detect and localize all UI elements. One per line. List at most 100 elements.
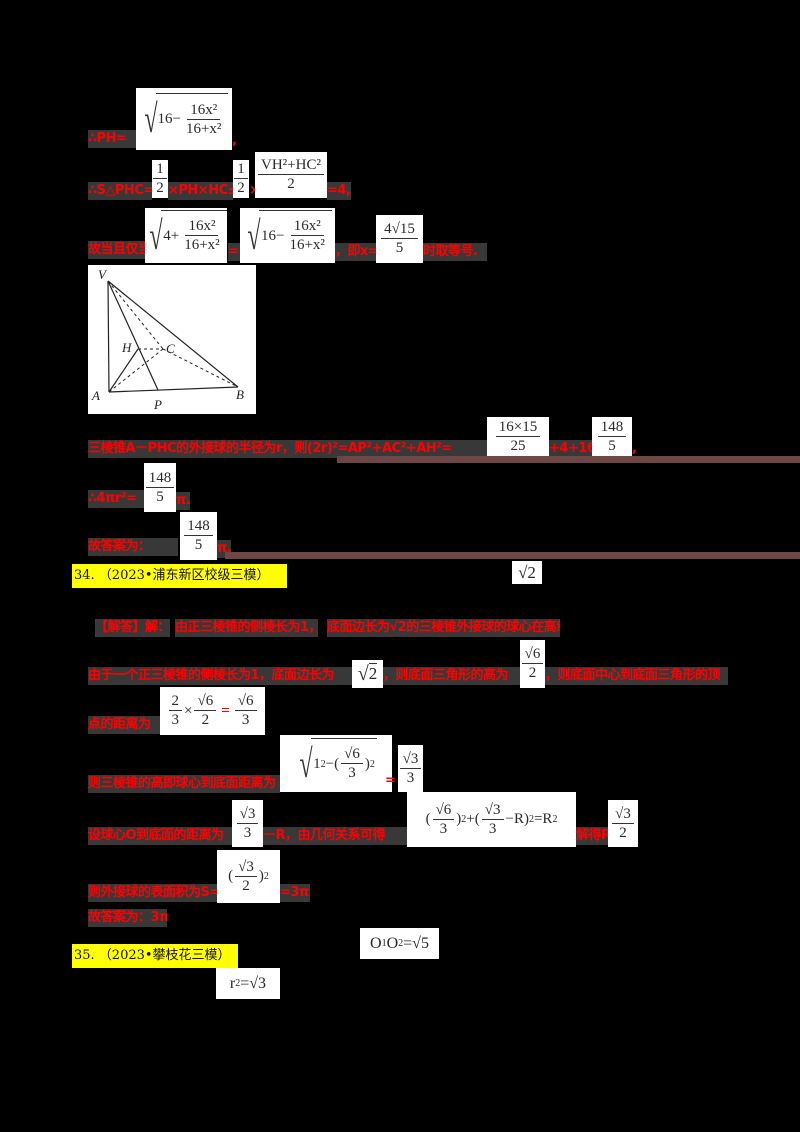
radius-mid-text: +4+16= bbox=[549, 440, 592, 458]
vertex-label-p: P bbox=[153, 397, 162, 412]
formula-term: 1 bbox=[313, 755, 321, 772]
highlight-strip bbox=[337, 456, 800, 463]
plus-sign: + bbox=[466, 811, 475, 827]
tetrahedron-figure: V H C A P B bbox=[88, 265, 256, 414]
denominator: 3 bbox=[406, 769, 415, 786]
numerator: 1 bbox=[234, 161, 248, 179]
subscript: 1 bbox=[381, 938, 387, 949]
numerator: 2 bbox=[168, 693, 182, 711]
denominator: 3 bbox=[243, 824, 252, 841]
surface-area-result: =3π. bbox=[280, 884, 310, 902]
area-times: × bbox=[249, 183, 256, 198]
formula-term: 4+ bbox=[163, 227, 180, 244]
formula-answer-148-over-5: 148 5 bbox=[180, 512, 217, 560]
ph-comma: , bbox=[232, 133, 237, 148]
geometry-relation-text: －R，由几何关系可得 bbox=[263, 827, 407, 845]
exponent: 2 bbox=[369, 758, 375, 770]
formula-vh-hc: VH²+HC² 2 bbox=[255, 152, 327, 198]
formula-base-height: √6 2 bbox=[520, 640, 545, 688]
question-35-header: 35. （2023•攀枝花三模） bbox=[72, 944, 238, 968]
formula-term: −R bbox=[505, 811, 524, 827]
numerator: √3 bbox=[481, 802, 504, 820]
equal-condition-label: 故当且仅当 bbox=[88, 241, 145, 259]
formula-term: √2 bbox=[518, 562, 536, 582]
radius-comma: , bbox=[632, 441, 637, 456]
subscript: 2 bbox=[398, 938, 404, 949]
formula-sqrt3-over-3: √3 3 bbox=[232, 800, 263, 847]
solution-34-intro-1: 由正三棱锥的侧棱长为1， bbox=[175, 619, 318, 637]
denominator: 5 bbox=[395, 240, 404, 256]
formula-term: 16− bbox=[157, 111, 181, 127]
sqrt-icon: √ bbox=[143, 96, 158, 141]
numerator: 148 bbox=[184, 518, 213, 536]
exponent: 2 bbox=[263, 871, 269, 882]
area-label: ∴S△PHC= bbox=[88, 182, 152, 200]
exponent: 2 bbox=[552, 814, 558, 825]
question-34-header: 34. （2023•浦东新区校级三模） bbox=[72, 564, 287, 588]
formula-sqrt-16-minus: √ 16− 16x² 16+x² bbox=[240, 208, 335, 263]
denominator: 3 bbox=[488, 820, 497, 837]
times-sign: × bbox=[184, 702, 193, 719]
denominator: 3 bbox=[241, 712, 250, 728]
formula-term: 16− bbox=[261, 227, 285, 244]
surface-area-text: 则外接球的表面积为S=4π× bbox=[88, 884, 217, 902]
ph-label: ∴PH= bbox=[88, 130, 136, 148]
formula-term: =R bbox=[533, 811, 553, 827]
formula-term: O bbox=[386, 934, 399, 952]
numerator: √6 bbox=[234, 693, 257, 711]
formula-x-value: 4√15 5 bbox=[376, 215, 423, 263]
solution-34-intro-2: 底面边长为√2的三棱锥外接球的球心在高线上. bbox=[327, 619, 560, 637]
formula-header-sqrt2: √2 bbox=[512, 561, 542, 584]
exponent: 2 bbox=[528, 814, 534, 825]
denominator: 2 bbox=[528, 665, 537, 681]
sqrt-icon: √ bbox=[357, 662, 369, 685]
vertex-label-b: B bbox=[236, 387, 244, 402]
numerator: 16x² bbox=[185, 218, 219, 236]
base-text: 由于一个正三棱锥的侧棱长为1，底面边长为 bbox=[88, 667, 352, 685]
denominator: 16+x² bbox=[185, 120, 222, 137]
vertex-label-a: A bbox=[91, 388, 100, 403]
equal-sign: = bbox=[221, 702, 230, 719]
tetrahedron-diagram-icon: V H C A P B bbox=[91, 267, 244, 412]
numerator: √6 bbox=[432, 802, 455, 820]
equality-holds-text: 时取等号. bbox=[423, 243, 487, 261]
numerator: 148 bbox=[597, 419, 627, 437]
radius-text: 三棱锥A－PHC的外接球的半径为r，则(2r)²=AP²+AC²+AH²= bbox=[88, 440, 487, 458]
denominator: 2 bbox=[237, 180, 245, 196]
sqrt-icon: √ bbox=[247, 212, 261, 258]
numerator: √6 bbox=[194, 693, 217, 711]
sqrt-icon: √ bbox=[149, 212, 163, 258]
denominator: 16+x² bbox=[289, 237, 325, 253]
equal-sign: = bbox=[228, 243, 240, 261]
subscript: 2 bbox=[235, 978, 241, 989]
vertex-label-h: H bbox=[121, 340, 132, 355]
denominator: 3 bbox=[439, 820, 448, 837]
formula-148-over-5: 148 5 bbox=[592, 417, 632, 456]
formula-r-result: √3 2 bbox=[608, 800, 638, 847]
numerator: √6 bbox=[341, 746, 363, 764]
solve-r-text: 解得R= bbox=[576, 827, 608, 845]
numerator: √3 bbox=[612, 806, 634, 824]
sqrt-icon: √ bbox=[299, 740, 313, 786]
formula-term: =√3 bbox=[240, 974, 267, 992]
minus-sign: − bbox=[325, 755, 335, 772]
area-result: =4, bbox=[327, 182, 351, 200]
x-equals-label: ，即x= bbox=[335, 243, 376, 261]
formula-edge-sqrt2: √ 2 bbox=[352, 660, 383, 688]
denominator: 2 bbox=[201, 712, 210, 728]
numerator: VH²+HC² bbox=[258, 157, 324, 175]
formula-term: r bbox=[229, 974, 236, 992]
numerator: 16x² bbox=[187, 102, 221, 120]
formula-16x15-over-25: 16×15 25 bbox=[487, 417, 549, 456]
formula-sphere-equation: (√6 3) 2 +(√3 3 −R) 2 =R 2 bbox=[407, 792, 576, 847]
numerator: 16×15 bbox=[495, 419, 541, 437]
denominator: 2 bbox=[156, 180, 164, 196]
denominator: 5 bbox=[608, 437, 616, 454]
formula-term: 2 bbox=[368, 662, 378, 686]
solution-34-label: 【解答】解： bbox=[95, 619, 170, 637]
